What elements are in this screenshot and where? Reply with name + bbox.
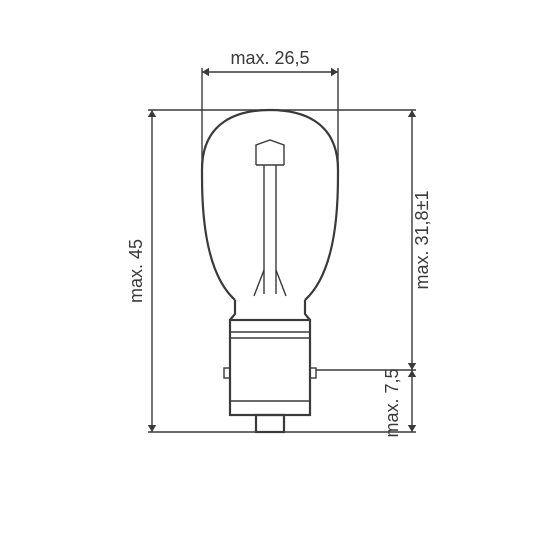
bulb-dimension-diagram: max. 26,5 max. 45 max. 31,8±1 max. 7,5: [0, 0, 550, 550]
arrowhead: [408, 363, 416, 370]
arrowhead: [148, 425, 156, 432]
arrowhead: [148, 110, 156, 117]
bulb-outline: [202, 110, 338, 432]
dim-label-height-left: max. 45: [126, 239, 146, 303]
bulb-contact: [256, 415, 284, 432]
bulb-neck: [230, 300, 310, 320]
dim-label-width: max. 26,5: [230, 48, 309, 68]
arrowhead: [408, 370, 416, 377]
arrowhead: [408, 110, 416, 117]
bulb-glass: [202, 110, 338, 300]
dim-label-height-right-upper: max. 31,8±1: [412, 191, 432, 290]
arrowhead: [202, 68, 209, 76]
dim-label-height-right-lower: max. 7,5: [382, 368, 402, 437]
arrowhead: [331, 68, 338, 76]
arrowhead: [408, 425, 416, 432]
filament: [254, 140, 286, 296]
